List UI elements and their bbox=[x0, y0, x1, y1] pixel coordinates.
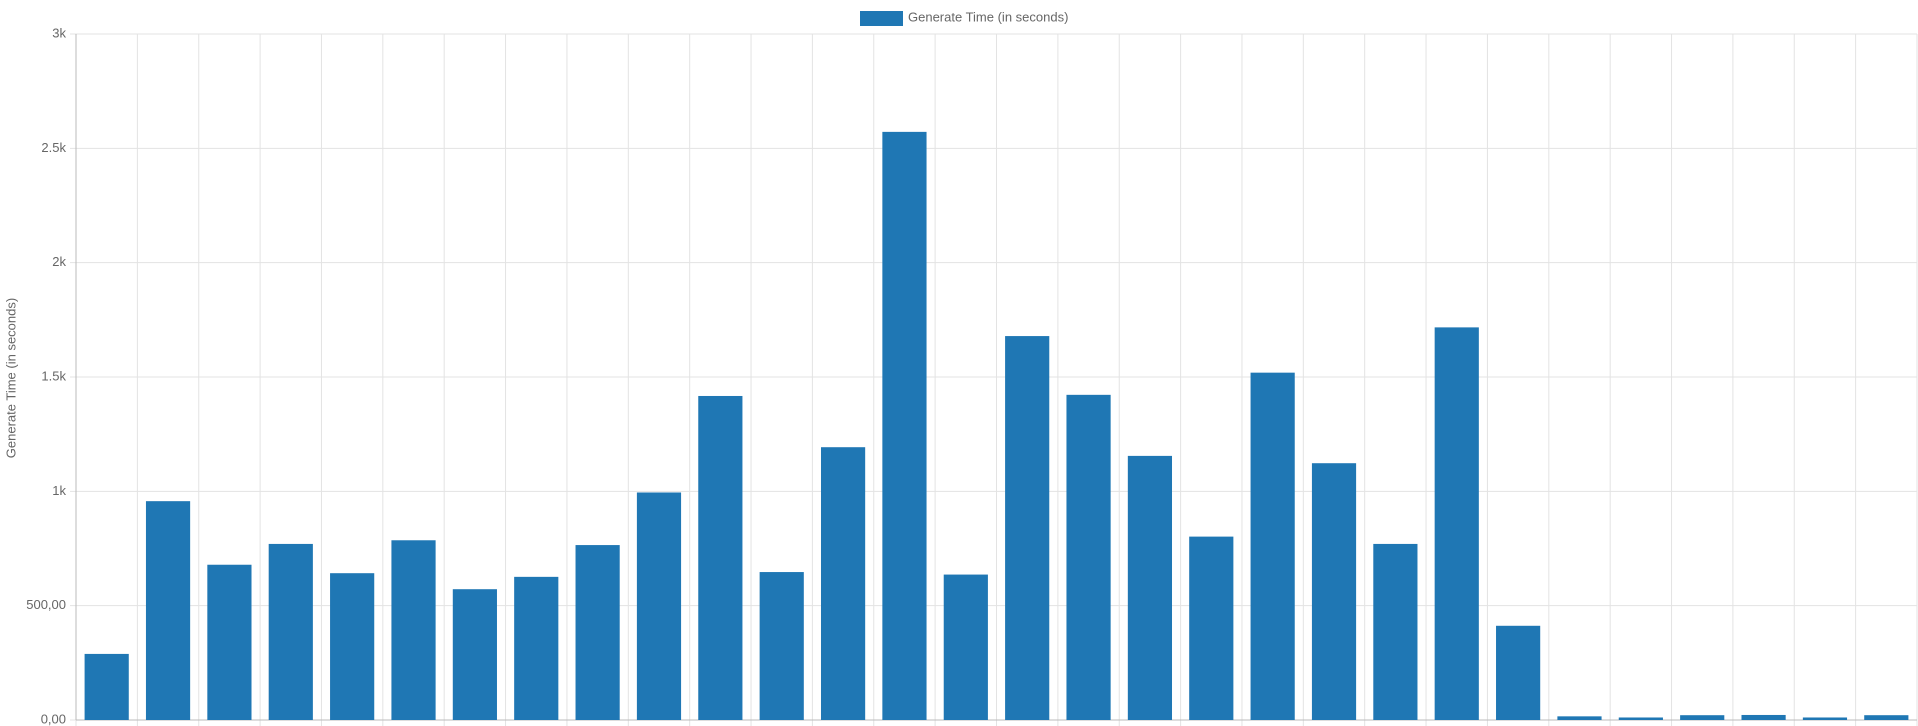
y-tick-label: 500,00 bbox=[26, 597, 66, 612]
legend-label: Generate Time (in seconds) bbox=[908, 9, 1068, 24]
bar bbox=[1189, 536, 1234, 720]
bar bbox=[268, 543, 313, 720]
y-tick-label: 3k bbox=[52, 25, 66, 40]
bar bbox=[1373, 543, 1418, 720]
bar bbox=[1066, 394, 1111, 720]
bar bbox=[1741, 714, 1786, 720]
y-tick-label: 2k bbox=[52, 254, 66, 269]
bar bbox=[391, 540, 436, 720]
bar bbox=[1434, 327, 1479, 720]
bar bbox=[452, 589, 497, 720]
y-axis-title: Generate Time (in seconds) bbox=[3, 298, 18, 458]
bar bbox=[1311, 463, 1357, 720]
bar bbox=[1680, 715, 1725, 720]
legend-swatch bbox=[860, 11, 903, 26]
bar bbox=[1127, 455, 1173, 720]
bar bbox=[1250, 372, 1295, 720]
bar bbox=[1557, 716, 1602, 720]
bar bbox=[759, 572, 804, 720]
bar bbox=[1864, 715, 1909, 720]
bar bbox=[943, 574, 988, 720]
bar bbox=[145, 501, 191, 720]
bar bbox=[207, 564, 252, 720]
y-tick-label: 1.5k bbox=[41, 368, 66, 383]
bar bbox=[1618, 717, 1663, 720]
y-tick-label: 1k bbox=[52, 483, 66, 498]
y-tick-label: 2.5k bbox=[41, 140, 66, 155]
bar bbox=[330, 573, 375, 720]
bar bbox=[1496, 625, 1541, 720]
y-tick-label: 0,00 bbox=[41, 711, 66, 726]
bar bbox=[84, 653, 129, 720]
bar bbox=[636, 492, 682, 720]
bar bbox=[1005, 336, 1050, 720]
bar bbox=[698, 395, 743, 720]
bar bbox=[882, 131, 927, 721]
bar bbox=[575, 545, 620, 720]
bar bbox=[514, 576, 559, 720]
bar bbox=[1802, 717, 1848, 720]
bar bbox=[820, 447, 866, 720]
